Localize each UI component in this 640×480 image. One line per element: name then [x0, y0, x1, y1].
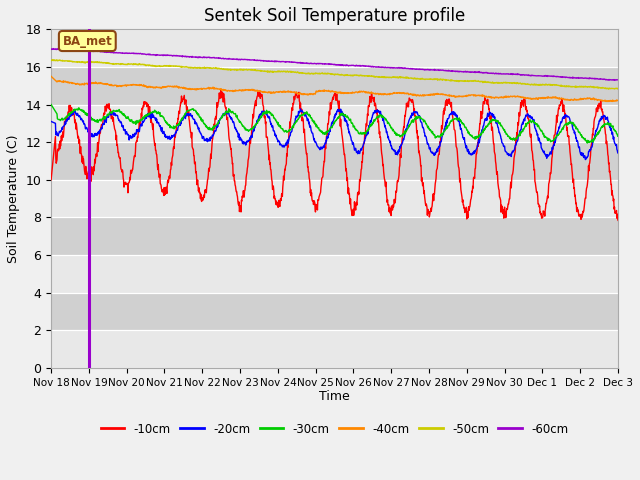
- Text: BA_met: BA_met: [63, 35, 112, 48]
- Bar: [51, 293, 618, 330]
- Y-axis label: Soil Temperature (C): Soil Temperature (C): [7, 134, 20, 263]
- Bar: [51, 180, 618, 217]
- X-axis label: Time: Time: [319, 390, 350, 403]
- Bar: [51, 67, 618, 105]
- Bar: [51, 105, 618, 142]
- Title: Sentek Soil Temperature profile: Sentek Soil Temperature profile: [204, 7, 465, 25]
- Bar: [51, 217, 618, 255]
- Bar: [51, 255, 618, 293]
- Bar: [51, 142, 618, 180]
- Bar: [51, 330, 618, 368]
- Bar: [51, 29, 618, 67]
- Legend: -10cm, -20cm, -30cm, -40cm, -50cm, -60cm: -10cm, -20cm, -30cm, -40cm, -50cm, -60cm: [96, 418, 573, 440]
